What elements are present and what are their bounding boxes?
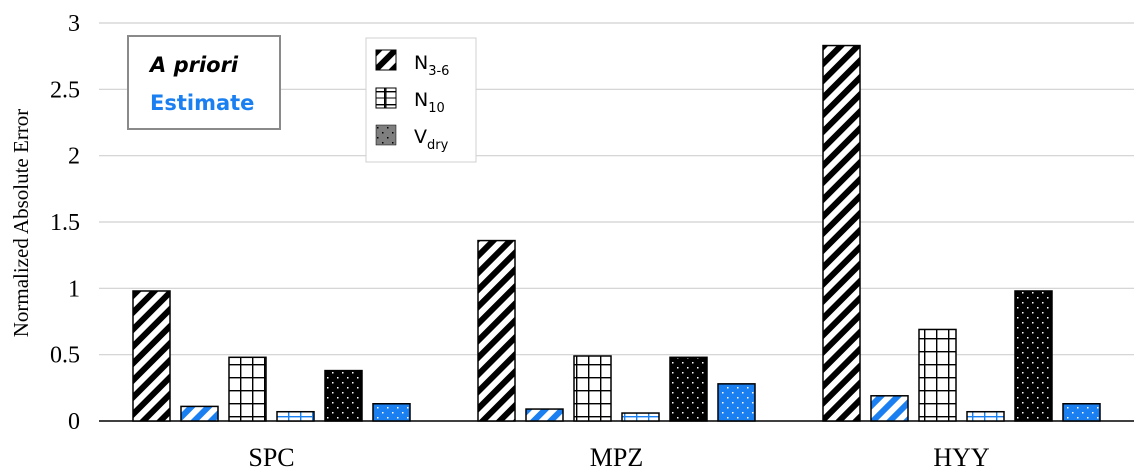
legend-vdry-sub: dry bbox=[427, 138, 449, 153]
y-tick-label: 0.5 bbox=[50, 343, 80, 369]
bar-n10-apriori-mpz bbox=[573, 355, 612, 422]
bar-n36-estimate-hyy bbox=[870, 395, 909, 422]
y-tick-label: 3 bbox=[68, 11, 80, 37]
bar-n36-estimate-spc bbox=[180, 405, 219, 422]
legend-vdry-main: V bbox=[414, 126, 427, 148]
bar-vdry-estimate-spc bbox=[372, 403, 411, 422]
annotation-box: A priori Estimate bbox=[127, 35, 281, 130]
bar-series bbox=[132, 44, 1101, 422]
bar-vdry-apriori-mpz bbox=[669, 356, 708, 422]
x-category-label: SPC bbox=[248, 443, 294, 472]
svg-text:N10: N10 bbox=[414, 89, 445, 116]
bar-n36-estimate-mpz bbox=[525, 408, 564, 422]
bar-n36-apriori-hyy bbox=[822, 44, 861, 422]
legend: N3-6 N10 Vdry bbox=[365, 37, 477, 163]
bar-n10-estimate-hyy bbox=[966, 410, 1005, 422]
legend-n36-main: N bbox=[414, 52, 428, 74]
y-tick-label: 2.5 bbox=[50, 77, 80, 103]
bar-vdry-estimate-mpz bbox=[717, 383, 756, 422]
legend-item-vdry: Vdry bbox=[375, 124, 449, 153]
bar-n10-estimate-spc bbox=[276, 410, 315, 422]
x-category-label: HYY bbox=[933, 443, 990, 472]
bar-n36-apriori-spc bbox=[132, 290, 171, 422]
x-category-label: MPZ bbox=[590, 443, 643, 472]
legend-n10-sub: 10 bbox=[428, 101, 445, 116]
svg-text:Vdry: Vdry bbox=[414, 126, 449, 153]
legend-n36-sub: 3-6 bbox=[428, 64, 449, 79]
y-tick-label: 1.5 bbox=[50, 210, 80, 236]
legend-item-n36: N3-6 bbox=[375, 49, 449, 79]
bar-n10-apriori-spc bbox=[228, 356, 267, 422]
bar-vdry-apriori-spc bbox=[324, 369, 363, 422]
svg-text:N3-6: N3-6 bbox=[414, 52, 449, 79]
annotation-apriori: A priori bbox=[148, 53, 239, 77]
annotation-estimate: Estimate bbox=[150, 91, 254, 115]
bar-vdry-estimate-hyy bbox=[1062, 403, 1101, 422]
x-axis-labels: SPC MPZ HYY bbox=[248, 443, 990, 472]
y-tick-label: 0 bbox=[68, 409, 80, 435]
bar-n10-apriori-hyy bbox=[918, 328, 957, 422]
legend-item-n10: N10 bbox=[375, 87, 445, 116]
bar-n10-estimate-mpz bbox=[621, 412, 660, 422]
legend-n10-main: N bbox=[414, 89, 428, 111]
bar-vdry-apriori-hyy bbox=[1014, 290, 1053, 422]
bar-n36-apriori-mpz bbox=[477, 239, 516, 422]
y-axis-ticks: 0 0.5 1 1.5 2 2.5 3 bbox=[50, 11, 80, 435]
y-tick-label: 2 bbox=[68, 144, 80, 170]
y-axis-title: Normalized Absolute Error bbox=[9, 109, 33, 338]
y-tick-label: 1 bbox=[68, 276, 80, 302]
